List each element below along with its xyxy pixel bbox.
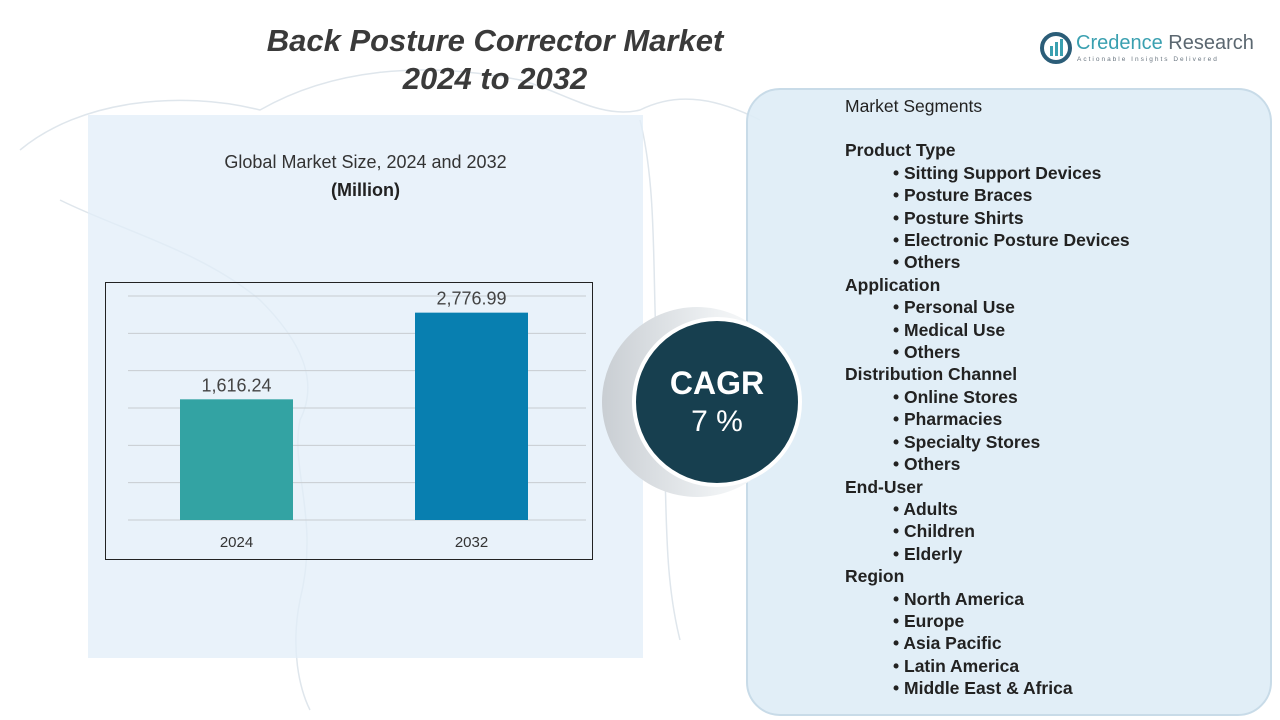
segment-item-label: Adults bbox=[903, 498, 958, 519]
segment-item: • Pharmacies bbox=[893, 409, 1003, 430]
segment-item-label: Middle East & Africa bbox=[904, 678, 1073, 699]
segment-item: • Posture Braces bbox=[893, 185, 1033, 206]
logo-brand-b: Research bbox=[1162, 32, 1254, 54]
segment-item: • Middle East & Africa bbox=[893, 678, 1073, 699]
x-tick-label: 2024 bbox=[220, 534, 253, 551]
segment-category: Product Type bbox=[845, 140, 956, 161]
segment-item-label: Others bbox=[904, 252, 961, 273]
segment-item: • Medical Use bbox=[893, 319, 1006, 340]
bar-2032 bbox=[415, 312, 528, 520]
cagr-label: CAGR bbox=[669, 365, 765, 401]
bar-2024 bbox=[180, 399, 293, 520]
segments-panel bbox=[746, 88, 1272, 716]
segment-item-label: Posture Shirts bbox=[904, 207, 1024, 228]
segment-category: Region bbox=[845, 566, 905, 587]
bar-chart: 1,616.24 2024 2,776.99 2032 bbox=[105, 282, 593, 560]
logo-brand-a: Credence bbox=[1076, 32, 1163, 54]
segment-item: • Specialty Stores bbox=[893, 431, 1041, 452]
data-label: 1,616.24 bbox=[201, 375, 271, 395]
title-line-1: Back Posture Corrector Market bbox=[266, 23, 724, 58]
title-line-2: 2024 to 2032 bbox=[402, 61, 588, 96]
segment-item-label: Specialty Stores bbox=[904, 431, 1041, 452]
segment-item: • Others bbox=[893, 342, 961, 363]
segment-item-label: Others bbox=[904, 454, 961, 475]
x-tick-label: 2032 bbox=[455, 534, 488, 551]
segment-category: End-User bbox=[845, 476, 923, 497]
segment-category: Application bbox=[845, 274, 941, 295]
logo-chart-icon bbox=[1040, 32, 1072, 64]
segment-item: • Electronic Posture Devices bbox=[893, 230, 1130, 251]
segments-heading: Market Segments bbox=[845, 96, 983, 116]
segment-item-label: Europe bbox=[904, 610, 965, 631]
segment-item-label: Pharmacies bbox=[904, 409, 1003, 430]
logo-tagline: Actionable Insights Delivered bbox=[1077, 56, 1219, 63]
segment-item-label: Asia Pacific bbox=[903, 633, 1002, 654]
segment-category: Distribution Channel bbox=[845, 364, 1018, 385]
segment-item: • Online Stores bbox=[893, 386, 1018, 407]
segment-item-label: Online Stores bbox=[904, 386, 1018, 407]
page-title: Back Posture Corrector Market 2024 to 20… bbox=[230, 22, 760, 98]
segment-item: • Asia Pacific bbox=[893, 633, 1002, 654]
segment-item-label: North America bbox=[904, 588, 1024, 609]
segment-item-label: Sitting Support Devices bbox=[904, 162, 1102, 183]
segment-item-label: Latin America bbox=[904, 655, 1020, 676]
logo-text: Credence Research bbox=[1076, 32, 1254, 55]
segment-item-label: Electronic Posture Devices bbox=[904, 230, 1130, 251]
segment-item-label: Personal Use bbox=[904, 297, 1015, 318]
segment-item-label: Others bbox=[904, 342, 961, 363]
segment-item: • Sitting Support Devices bbox=[893, 162, 1102, 183]
chart-unit: (Million) bbox=[331, 180, 400, 200]
credence-research-logo: Credence Research Actionable Insights De… bbox=[1040, 32, 1260, 68]
segment-item-label: Posture Braces bbox=[904, 185, 1033, 206]
segment-item-label: Medical Use bbox=[904, 319, 1006, 340]
cagr-value: 7 % bbox=[691, 405, 743, 438]
segment-item: • Personal Use bbox=[893, 297, 1015, 318]
segment-item: • Others bbox=[893, 252, 961, 273]
cagr-badge: CAGR 7 % bbox=[632, 317, 802, 487]
data-label: 2,776.99 bbox=[436, 289, 506, 309]
segment-item: • Latin America bbox=[893, 655, 1020, 676]
segment-item: • Others bbox=[893, 454, 961, 475]
segment-item: • Adults bbox=[893, 498, 958, 519]
segment-item: • North America bbox=[893, 588, 1024, 609]
chart-subtitle: Global Market Size, 2024 and 2032 bbox=[224, 152, 507, 172]
market-segments-list: Market Segments Product Type • Sitting Su… bbox=[845, 95, 1130, 700]
bar-chart-svg: 1,616.24 2024 2,776.99 2032 bbox=[128, 289, 586, 551]
segment-item-label: Elderly bbox=[904, 543, 963, 564]
segment-item: • Elderly bbox=[893, 543, 963, 564]
segment-item: • Europe bbox=[893, 610, 965, 631]
chart-panel bbox=[88, 115, 643, 658]
segment-item: • Children bbox=[893, 521, 975, 542]
segment-item-label: Children bbox=[904, 521, 975, 542]
segment-item: • Posture Shirts bbox=[893, 207, 1024, 228]
